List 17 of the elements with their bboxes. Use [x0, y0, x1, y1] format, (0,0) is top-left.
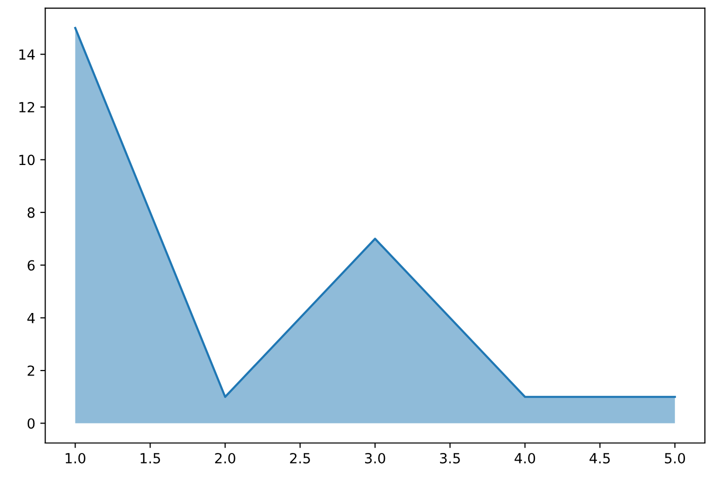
y-tick-label: 4 [27, 312, 35, 324]
x-tick-label: 2.5 [290, 452, 310, 464]
y-tick-label: 2 [28, 366, 34, 376]
x-tick-label: 4.5 [590, 453, 610, 464]
x-tick-label: 1.0 [66, 452, 86, 464]
x-tick-label: 3.5 [440, 452, 460, 464]
x-tick-label: 1.5 [140, 453, 160, 464]
y-tick-label: 12 [19, 102, 34, 112]
x-tick-label: 2.0 [215, 452, 236, 464]
x-tick-label: 5.0 [664, 452, 686, 464]
x-tick-label: 3.0 [365, 452, 386, 464]
y-tick-label: 14 [19, 49, 35, 60]
y-tick-label: 10 [19, 154, 35, 166]
x-tick-label: 4.0 [514, 452, 536, 464]
y-tick-label: 6 [28, 260, 35, 271]
y-tick-label: 0 [28, 418, 35, 429]
y-tick-label: 8 [28, 207, 35, 218]
